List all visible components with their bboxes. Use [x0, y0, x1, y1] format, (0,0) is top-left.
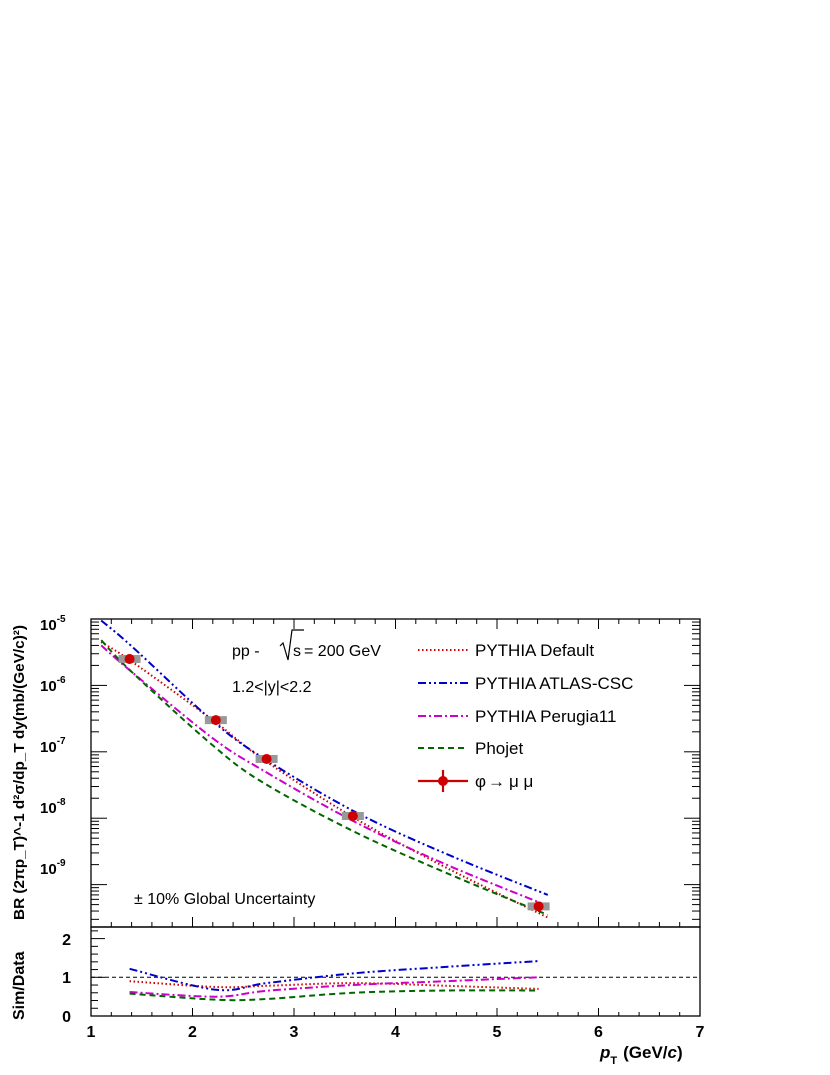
main-series-line [100, 639, 549, 916]
main-data-points [118, 653, 550, 912]
main-series-line [100, 644, 549, 907]
y-tick-label: 10-5 [40, 614, 66, 634]
ratio-series-line [129, 976, 539, 998]
x-tick-label: 1 [87, 1024, 96, 1041]
ratio-y-tick-label: 1 [62, 970, 71, 987]
x-axis-title: pT (GeV/c) [599, 1043, 683, 1067]
y-tick-label: 10-6 [40, 675, 66, 695]
sqrt-symbol [279, 629, 304, 661]
main-axis-ticks [90, 618, 701, 927]
ratio-y-axis-title: Sim/Data [11, 951, 28, 1020]
legend-label: PYTHIA ATLAS-CSC [475, 674, 633, 693]
y-tick-label: 10-8 [40, 797, 66, 817]
x-tick-label: 6 [594, 1024, 603, 1041]
ratio-series-line [129, 989, 539, 1002]
x-tick-label: 3 [290, 1024, 299, 1041]
main-series-line [100, 641, 549, 919]
main-y-tick-labels: 10-5 10-6 10-7 10-8 10-9 [40, 614, 66, 878]
data-point [347, 810, 358, 821]
ratio-axis-ticks [90, 930, 701, 1017]
legend-label: PYTHIA Default [475, 641, 594, 660]
ratio-model-curves [129, 960, 539, 1002]
legend-swatch-marker [438, 776, 448, 786]
data-point [210, 715, 221, 726]
ratio-series-line [129, 960, 539, 992]
x-tick-label: 2 [188, 1024, 197, 1041]
y-tick-label: 10-7 [40, 736, 66, 756]
y-tick-label: 10-9 [40, 858, 66, 878]
energy-value: = 200 GeV [304, 643, 381, 660]
main-y-axis-title: BR (2πp_T)^-1 d²σ/dp_T dy(mb/(GeV/c)²) [11, 625, 28, 920]
data-point [533, 901, 544, 912]
data-point [261, 753, 272, 764]
energy-prefix: pp - [232, 643, 260, 660]
legend-label: φ → μ μ [475, 772, 533, 791]
x-tick-label: 5 [493, 1024, 502, 1041]
data-point [124, 653, 135, 664]
energy-root: s [293, 643, 301, 660]
legend: PYTHIA Default PYTHIA ATLAS-CSC PYTHIA P… [418, 641, 633, 792]
global-uncertainty-annotation: ± 10% Global Uncertainty [134, 891, 315, 908]
main-model-curves [100, 619, 549, 919]
x-tick-label: 7 [696, 1024, 705, 1041]
ratio-y-tick-label: 2 [62, 932, 71, 949]
energy-annotation: pp - s = 200 GeV [232, 629, 381, 661]
rapidity-annotation: 1.2<|y|<2.2 [232, 679, 312, 696]
legend-label: Phojet [475, 739, 523, 758]
main-series-line [100, 619, 549, 896]
x-tick-label: 4 [391, 1024, 400, 1041]
ratio-y-tick-label: 0 [62, 1009, 71, 1026]
legend-label: PYTHIA Perugia11 [475, 707, 616, 726]
